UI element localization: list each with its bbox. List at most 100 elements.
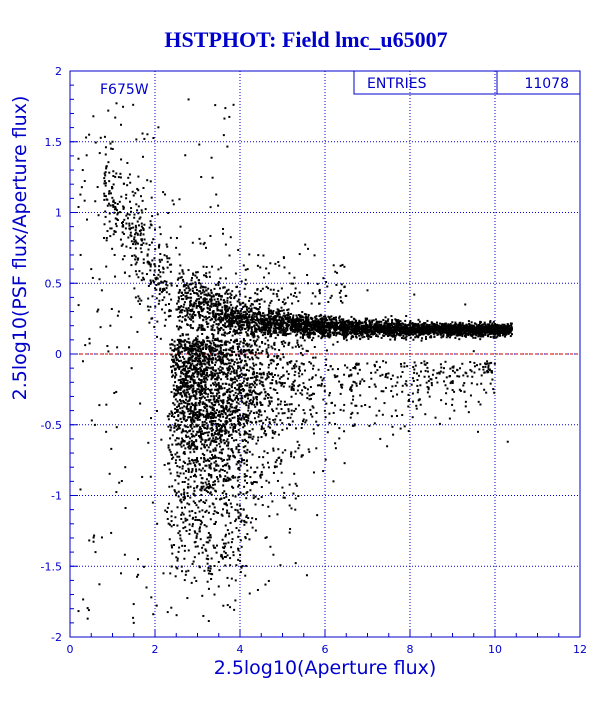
data-point (364, 317, 367, 320)
data-point (292, 328, 295, 331)
data-point (228, 332, 231, 335)
data-point (444, 328, 447, 331)
data-point (287, 333, 290, 336)
data-point (469, 324, 472, 327)
data-point (300, 318, 303, 321)
data-point (473, 322, 476, 325)
data-point (369, 326, 372, 329)
data-point (255, 330, 258, 333)
data-point (392, 322, 395, 325)
data-point (216, 337, 219, 340)
data-point (220, 312, 223, 315)
data-point (507, 323, 510, 326)
data-point (105, 430, 108, 433)
data-point (190, 350, 193, 353)
data-point (390, 326, 393, 329)
data-point (232, 425, 235, 428)
data-point (226, 410, 229, 413)
data-point (237, 324, 240, 327)
data-point (307, 327, 310, 330)
data-point (440, 326, 443, 329)
data-point (251, 367, 254, 370)
data-point (180, 440, 183, 443)
data-point (198, 416, 201, 419)
data-point (247, 307, 250, 310)
data-point (311, 332, 314, 335)
data-point (237, 419, 240, 422)
data-point (171, 443, 174, 446)
data-point (217, 382, 220, 385)
data-point (336, 332, 339, 335)
data-point (250, 330, 253, 333)
data-point (242, 493, 245, 496)
data-point (375, 321, 378, 324)
data-point (245, 404, 248, 407)
data-point (351, 322, 354, 325)
data-point (180, 295, 183, 298)
data-point (250, 328, 253, 331)
data-point (275, 380, 278, 383)
data-point (286, 308, 289, 311)
data-point (294, 508, 297, 511)
data-point (252, 435, 255, 438)
data-point (206, 536, 209, 539)
data-point (92, 115, 95, 118)
data-point (409, 336, 412, 339)
data-point (338, 316, 341, 319)
data-point (243, 317, 246, 320)
data-point (413, 332, 416, 335)
data-point (196, 335, 199, 338)
data-point (269, 545, 272, 548)
data-point (199, 414, 202, 417)
data-point (297, 319, 300, 322)
data-point (213, 372, 216, 375)
data-point (229, 378, 232, 381)
data-point (446, 324, 449, 327)
data-point (395, 322, 398, 325)
data-point (333, 328, 336, 331)
data-point (246, 364, 249, 367)
data-point (323, 335, 326, 338)
data-point (496, 330, 499, 333)
data-point (315, 325, 318, 328)
data-point (421, 330, 424, 333)
data-point (498, 330, 501, 333)
data-point (192, 320, 195, 323)
data-point (250, 308, 253, 311)
data-point (177, 347, 180, 350)
data-point (467, 332, 470, 335)
data-point (224, 311, 227, 314)
data-point (199, 282, 202, 285)
data-point (499, 325, 502, 328)
data-point (262, 325, 265, 328)
data-point (240, 352, 243, 355)
data-point (459, 321, 462, 324)
data-point (187, 287, 190, 290)
data-point (333, 325, 336, 328)
data-point (411, 322, 414, 325)
data-point (232, 320, 235, 323)
data-point (186, 443, 189, 446)
data-point (220, 310, 223, 313)
data-point (194, 518, 197, 521)
data-point (242, 350, 245, 353)
data-point (306, 323, 309, 326)
data-point (501, 334, 504, 337)
data-point (385, 326, 388, 329)
data-point (301, 333, 304, 336)
data-point (191, 305, 194, 308)
data-point (296, 339, 299, 342)
data-point (331, 323, 334, 326)
data-point (286, 361, 289, 364)
data-point (243, 389, 246, 392)
data-point (188, 444, 191, 447)
data-point (297, 318, 300, 321)
data-point (194, 408, 197, 411)
data-point (177, 437, 180, 440)
data-point (375, 324, 378, 327)
data-point (253, 343, 256, 346)
data-point (327, 325, 330, 328)
data-point (182, 293, 185, 296)
scatter-points (77, 98, 513, 624)
data-point (222, 373, 225, 376)
